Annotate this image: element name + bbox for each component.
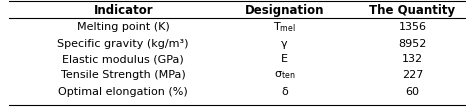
Text: Optimal elongation (%): Optimal elongation (%)	[58, 87, 188, 97]
Text: 1356: 1356	[398, 22, 427, 32]
Text: 8952: 8952	[398, 39, 427, 49]
Text: T$_\mathrm{mel}$: T$_\mathrm{mel}$	[273, 20, 296, 34]
Text: Elastic modulus (GPa): Elastic modulus (GPa)	[63, 54, 184, 64]
Text: The Quantity: The Quantity	[369, 4, 456, 17]
Text: E: E	[281, 54, 288, 64]
Text: Tensile Strength (MPa): Tensile Strength (MPa)	[61, 70, 186, 80]
Text: 227: 227	[401, 70, 423, 80]
Text: 60: 60	[405, 87, 419, 97]
Text: σ$_\mathrm{ten}$: σ$_\mathrm{ten}$	[273, 69, 295, 81]
Text: Melting point (K): Melting point (K)	[77, 22, 170, 32]
Text: δ: δ	[281, 87, 288, 97]
Text: 132: 132	[402, 54, 423, 64]
Text: Indicator: Indicator	[93, 4, 153, 17]
Text: Specific gravity (kg/m³): Specific gravity (kg/m³)	[57, 39, 189, 49]
Text: Designation: Designation	[245, 4, 324, 17]
Text: γ: γ	[281, 39, 288, 49]
